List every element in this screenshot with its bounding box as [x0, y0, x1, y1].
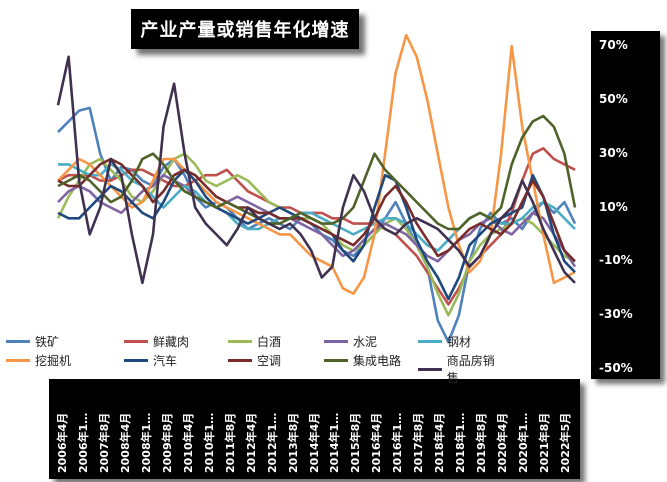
- chart-title: 产业产量或销售年化增速: [131, 9, 359, 49]
- legend-item: 白酒: [228, 333, 281, 350]
- series-line-7: [57, 157, 576, 263]
- legend-swatch: [418, 367, 442, 371]
- legend-swatch: [228, 359, 252, 362]
- legend-label: 鲜藏肉: [153, 335, 190, 349]
- legend-swatch: [324, 340, 348, 343]
- legend-swatch: [124, 340, 148, 343]
- legend: 铁矿 鲜藏肉 白酒 水泥 钢材挖掘机 汽车 空调 集成电路 商品房销售: [6, 333, 506, 385]
- x-axis-panel: 2006年4月 2006年1… 2007年8月 2008年4月 2008年1… 2009年…: [49, 379, 580, 479]
- series-line-1: [57, 147, 576, 306]
- legend-label: 铁矿: [35, 335, 60, 349]
- legend-item: 集成电路: [324, 352, 401, 369]
- legend-label: 空调: [257, 354, 282, 368]
- series-line-8: [57, 114, 577, 231]
- legend-swatch: [6, 340, 30, 343]
- legend-label: 集成电路: [353, 354, 402, 368]
- legend-item: 鲜藏肉: [124, 333, 189, 350]
- y-tick-label: -30%: [599, 307, 633, 322]
- legend-item: 空调: [228, 352, 281, 369]
- legend-item: 水泥: [324, 333, 377, 350]
- legend-item: 钢材: [418, 333, 471, 350]
- legend-label: 汽车: [153, 354, 178, 368]
- legend-label: 商品房销售: [446, 354, 495, 385]
- y-tick-label: 10%: [599, 199, 628, 214]
- legend-swatch: [6, 359, 30, 362]
- legend-item: 汽车: [124, 352, 177, 369]
- legend-label: 白酒: [257, 335, 282, 349]
- y-tick-label: -10%: [599, 253, 633, 268]
- legend-swatch: [124, 359, 148, 362]
- series-line-0: [57, 106, 577, 344]
- legend-label: 挖掘机: [35, 354, 72, 368]
- legend-swatch: [418, 340, 442, 343]
- y-tick-label: 50%: [599, 91, 628, 106]
- y-tick-label: 30%: [599, 145, 628, 160]
- legend-item: 商品房销售: [418, 352, 506, 386]
- legend-swatch: [228, 340, 252, 343]
- y-tick-label: -50%: [599, 361, 633, 375]
- legend-item: 铁矿: [6, 333, 59, 350]
- y-tick-label: 70%: [599, 38, 628, 52]
- series-line-9: [56, 55, 576, 285]
- legend-label: 钢材: [447, 335, 472, 349]
- y-axis-panel: 70% 50% 30% 10% -10% -30% -50%: [591, 31, 660, 379]
- legend-label: 水泥: [353, 335, 378, 349]
- legend-item: 挖掘机: [6, 352, 71, 369]
- legend-swatch: [324, 359, 348, 362]
